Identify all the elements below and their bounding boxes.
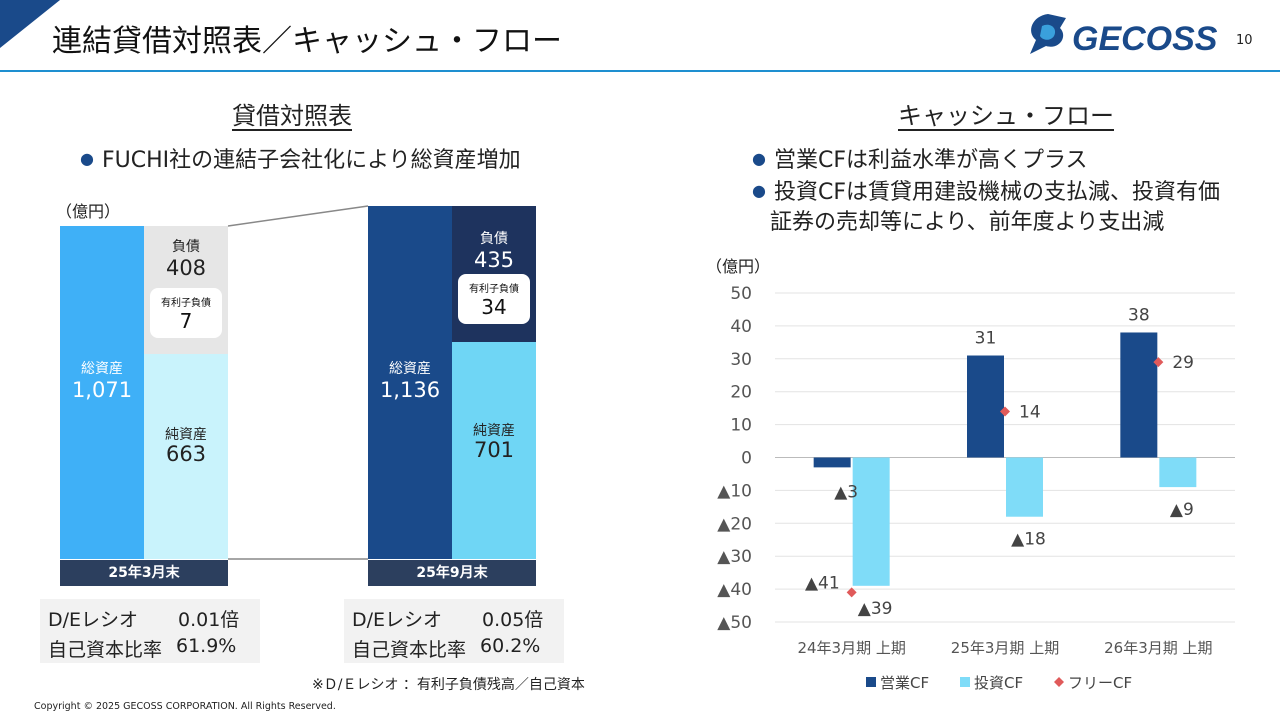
data-label-free-cf: ▲41 — [805, 573, 840, 593]
balance-sheet-bullet-text: FUCHI社の連結子会社化により総資産増加 — [101, 148, 521, 173]
bs-net-assets-block-mar: 純資産 663 — [144, 354, 228, 559]
data-label-operating-cf: 38 — [1128, 305, 1150, 325]
y-tick-label: ▲50 — [717, 613, 752, 633]
bs-liabilities-block-sep: 負債 435 有利子負債 34 — [452, 206, 536, 342]
balance-sheet-bullet: ● FUCHI社の連結子会社化により総資産増加 — [80, 148, 521, 173]
cash-flow-bullet-2-cont: 証券の売却等により、前年度より支出減 — [770, 210, 1165, 235]
balance-sheet-unit: （億円） — [56, 202, 121, 221]
y-tick-label: 50 — [730, 284, 752, 304]
data-label-free-cf: 29 — [1172, 353, 1194, 373]
bar-operating-cf — [967, 355, 1004, 458]
interest-debt-value: 34 — [481, 295, 507, 319]
interest-debt-label: 有利子負債 — [469, 284, 519, 295]
total-assets-label: 総資産 — [389, 361, 431, 377]
liabilities-label: 負債 — [172, 239, 200, 255]
net-assets-value: 663 — [165, 442, 207, 466]
bs-total-assets-bar-sep: 総資産 1,136 — [368, 206, 452, 559]
bar-investing-cf — [852, 457, 890, 586]
x-category-label: 24年3月期 上期 — [797, 639, 905, 657]
y-tick-label: ▲20 — [717, 514, 752, 534]
legend-label: フリーCF — [1068, 674, 1132, 692]
equity-ratio-label: 自己資本比率 — [352, 639, 467, 661]
bs-liabilities-block-mar: 負債 408 有利子負債 7 — [144, 226, 228, 354]
de-label: D/Eレシオ — [352, 609, 443, 631]
data-label-investing-cf: ▲9 — [1170, 500, 1194, 520]
bar-operating-cf — [1120, 332, 1158, 458]
y-tick-label: 10 — [730, 416, 752, 436]
liabilities-value: 408 — [165, 256, 207, 280]
page-title: 連結貸借対照表／キャッシュ・フロー — [52, 24, 562, 59]
cash-flow-title: キャッシュ・フロー — [898, 102, 1114, 130]
copyright: Copyright © 2025 GECOSS CORPORATION. All… — [34, 701, 336, 712]
y-tick-label: ▲30 — [717, 547, 752, 567]
bs-net-assets-block-sep: 純資産 701 — [452, 342, 536, 559]
liabilities-label: 負債 — [480, 231, 508, 247]
ratio-box-sep: D/Eレシオ 0.05倍 自己資本比率 60.2% — [344, 599, 564, 663]
y-tick-label: 20 — [730, 383, 752, 403]
data-label-investing-cf: ▲39 — [858, 599, 893, 619]
de-label: D/Eレシオ — [48, 609, 139, 631]
interest-debt-pill: 有利子負債 7 — [150, 288, 222, 338]
balance-sheet-title: 貸借対照表 — [232, 102, 352, 130]
y-tick-label: ▲40 — [717, 580, 752, 600]
y-tick-label: ▲10 — [717, 481, 752, 501]
interest-debt-label: 有利子負債 — [161, 298, 211, 309]
total-assets-value: 1,071 — [71, 378, 133, 402]
legend-swatch — [960, 677, 970, 687]
marker-free-cf — [1000, 406, 1010, 417]
header-divider — [0, 70, 1280, 72]
legend-swatch — [1054, 677, 1064, 687]
period-label-mar: 25年3月末 — [60, 560, 228, 586]
legend-swatch — [866, 677, 876, 687]
interest-debt-value: 7 — [179, 309, 193, 333]
y-tick-label: 0 — [741, 449, 752, 469]
logo-text: GECOSS — [1072, 20, 1218, 58]
net-assets-label: 純資産 — [473, 423, 515, 439]
x-category-label: 25年3月期 上期 — [951, 639, 1059, 657]
cash-flow-unit: （億円） — [706, 257, 771, 276]
x-category-label: 26年3月期 上期 — [1104, 639, 1212, 657]
total-assets-value: 1,136 — [379, 378, 441, 402]
period-label-sep: 25年9月末 — [368, 560, 536, 586]
y-tick-label: 30 — [730, 350, 752, 370]
net-assets-label: 純資産 — [165, 427, 207, 443]
marker-free-cf — [1153, 357, 1164, 368]
marker-free-cf — [846, 587, 857, 598]
bar-investing-cf — [1159, 457, 1197, 488]
data-label-operating-cf: 31 — [975, 329, 997, 349]
ratio-box-mar: D/Eレシオ 0.01倍 自己資本比率 61.9% — [40, 599, 260, 663]
net-assets-value: 701 — [473, 438, 515, 462]
data-label-operating-cf: ▲3 — [834, 482, 858, 502]
bar-operating-cf — [813, 457, 851, 468]
total-assets-label: 総資産 — [81, 361, 123, 377]
legend-label: 営業CF — [880, 674, 929, 692]
header-corner-decoration — [0, 0, 60, 48]
equity-ratio-value: 60.2% — [480, 635, 541, 657]
de-value: 0.05倍 — [482, 609, 544, 631]
de-ratio-note: ※Ｄ/Ｅレシオ ：有利子負債残高／自己資本 — [312, 677, 585, 693]
bs-total-assets-bar-mar: 総資産 1,071 — [60, 226, 144, 559]
cash-flow-bullet-2: ● 投資CFは賃貸用建設機械の支払減、投資有価 — [752, 180, 1220, 205]
bar-investing-cf — [1006, 457, 1043, 517]
legend-label: 投資CF — [974, 674, 1023, 692]
page-number: 10 — [1236, 33, 1253, 48]
cash-flow-bullet-1: ● 営業CFは利益水準が高くプラス — [752, 148, 1088, 173]
gecoss-logo: GECOSS — [1030, 14, 1218, 58]
de-value: 0.01倍 — [178, 609, 240, 631]
y-tick-label: 40 — [730, 317, 752, 337]
cash-flow-bullet-text: 営業CFは利益水準が高くプラス — [773, 148, 1088, 173]
data-label-investing-cf: ▲18 — [1011, 530, 1046, 550]
interest-debt-pill: 有利子負債 34 — [458, 274, 530, 324]
equity-ratio-value: 61.9% — [176, 635, 237, 657]
cash-flow-bullet-text: 投資CFは賃貸用建設機械の支払減、投資有価 — [773, 180, 1220, 205]
liabilities-value: 435 — [473, 248, 515, 272]
data-label-free-cf: 14 — [1019, 402, 1041, 422]
equity-ratio-label: 自己資本比率 — [48, 639, 163, 661]
